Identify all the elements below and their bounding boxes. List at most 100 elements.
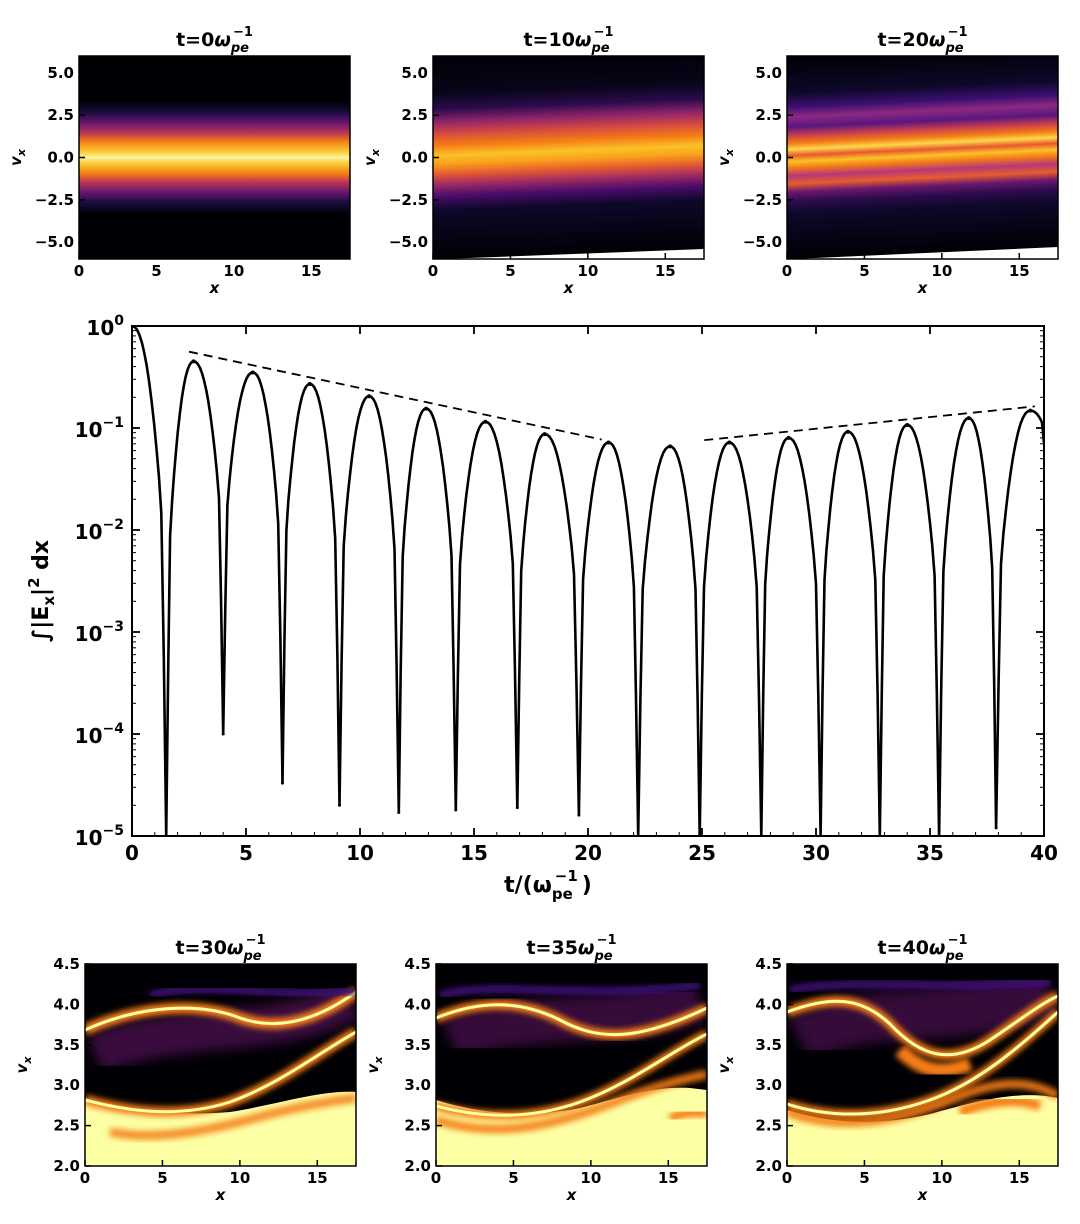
- x-tick-label: 10: [931, 262, 952, 280]
- y-tick-label: 4.5: [53, 955, 80, 973]
- side-blob-bot-35: [668, 1108, 707, 1122]
- energy-y-tick-label: 10−3: [75, 619, 124, 646]
- y-tick-label: 2.0: [755, 1157, 782, 1175]
- energy-min-11: [819, 834, 823, 836]
- x-tick-label: 5: [151, 262, 161, 280]
- energy-x-axis-label: t/(ωpe−1): [504, 867, 592, 903]
- y-tick-label: 4.0: [755, 995, 782, 1013]
- panel-bot-30: [84, 963, 357, 1167]
- panel-title-text: t=10: [523, 29, 574, 51]
- energy-min-6: [515, 806, 519, 810]
- panel-top-20: [786, 55, 1059, 260]
- heatmap-top-10: [433, 56, 704, 259]
- energy-min-2: [280, 781, 284, 785]
- energy-x-tick-label: 40: [1030, 841, 1058, 865]
- energy-peak-3: [307, 382, 312, 387]
- y-tick-label: 2.5: [755, 1117, 782, 1135]
- heatmap-top-0: [79, 56, 350, 259]
- panel-bot-40: [786, 963, 1059, 1167]
- separatrix-bot-30: [85, 1030, 356, 1114]
- panel-title-text: t=20: [877, 29, 928, 51]
- lower-core-bot-40: [787, 1095, 1058, 1166]
- y-tick-label: 2.5: [53, 1117, 80, 1135]
- energy-peak-9: [668, 444, 673, 449]
- x-axis-label: x: [563, 279, 575, 297]
- y-tick-label: 3.5: [404, 1036, 431, 1054]
- y-axis-label: vx: [364, 1056, 385, 1074]
- axes-frame-bot-30: [84, 963, 357, 1167]
- y-tick-label: 5.0: [755, 64, 782, 82]
- y-tick-label: 4.0: [404, 995, 431, 1013]
- y-tick-label: −5.0: [35, 233, 74, 251]
- energy-y-tick-label: 10−1: [75, 415, 124, 442]
- y-tick-label: 3.5: [755, 1036, 782, 1054]
- panel-title-text: t=35: [526, 937, 577, 959]
- axes-frame-energy: [131, 325, 1045, 837]
- y-tick-label: 4.5: [755, 955, 782, 973]
- panel-title-top-10: t=10ωpe−1: [523, 25, 613, 56]
- energy-y-tick-label: 10−2: [75, 517, 124, 544]
- x-tick-label: 10: [577, 262, 598, 280]
- lower-band-bot-40: [787, 1079, 1058, 1128]
- energy-peak-8: [606, 440, 611, 445]
- x-axis-label: x: [209, 279, 221, 297]
- energy-min-0: [164, 834, 168, 836]
- energy-peak-10: [727, 440, 732, 445]
- panel-top-0: [78, 55, 351, 260]
- energy-y-axis-label: ∫|Ex|2 dx: [25, 540, 58, 642]
- energy-min-13: [937, 834, 941, 836]
- panel-energy: [131, 325, 1045, 837]
- energy-x-tick-label: 35: [916, 841, 944, 865]
- y-tick-label: −2.5: [743, 191, 782, 209]
- faint-top-bot-40: [789, 978, 1051, 994]
- panel-bot-35: [435, 963, 708, 1167]
- energy-min-10: [759, 834, 763, 836]
- fit-line-growth: [704, 405, 1035, 442]
- energy-peak-7: [542, 432, 547, 437]
- y-tick-label: 2.0: [53, 1157, 80, 1175]
- energy-min-9: [698, 834, 702, 836]
- x-tick-label: 15: [307, 1169, 328, 1187]
- side-blob-bot-40: [958, 1096, 1042, 1117]
- x-tick-label: 0: [80, 1169, 90, 1187]
- energy-x-tick-label: 0: [125, 841, 139, 865]
- x-tick-label: 15: [1009, 1169, 1030, 1187]
- axes-frame-bot-35: [435, 963, 708, 1167]
- panel-title-bot-30: t=30ωpe−1: [175, 933, 265, 964]
- x-tick-label: 0: [782, 1169, 792, 1187]
- separatrix-bot-40: [787, 1010, 1058, 1116]
- panel-title-text: t=0: [176, 29, 214, 51]
- y-tick-label: −2.5: [35, 191, 74, 209]
- energy-x-tick-label: 10: [346, 841, 374, 865]
- energy-min-5: [454, 808, 458, 812]
- y-tick-label: 4.0: [53, 995, 80, 1013]
- energy-min-7: [577, 813, 581, 817]
- y-tick-label: 3.0: [755, 1076, 782, 1094]
- x-tick-label: 10: [580, 1169, 601, 1187]
- energy-min-12: [878, 834, 882, 836]
- y-tick-label: −2.5: [389, 191, 428, 209]
- y-tick-label: 5.0: [47, 64, 74, 82]
- energy-curve: [132, 326, 1044, 836]
- heatmap-top-20: [787, 56, 1058, 259]
- x-tick-label: 0: [74, 262, 84, 280]
- energy-series-group: [132, 326, 1044, 836]
- energy-min-14: [994, 826, 998, 830]
- y-axis-label: vx: [13, 1056, 34, 1074]
- x-tick-label: 0: [431, 1169, 441, 1187]
- x-tick-label: 5: [505, 262, 515, 280]
- energy-peak-1: [191, 359, 196, 364]
- energy-y-tick-label: 10−4: [75, 721, 125, 748]
- lower-core-bot-35: [436, 1087, 707, 1166]
- purple-haze-bot-40: [787, 966, 1058, 1063]
- y-axis-label: vx: [7, 148, 28, 166]
- y-tick-label: 5.0: [401, 64, 428, 82]
- y-tick-label: 0.0: [47, 149, 74, 167]
- y-axis-label: vx: [715, 148, 736, 166]
- x-tick-label: 5: [157, 1169, 167, 1187]
- energy-min-4: [397, 810, 401, 814]
- x-tick-label: 0: [782, 262, 792, 280]
- x-axis-label: x: [215, 1186, 227, 1204]
- x-axis-label: x: [566, 1186, 578, 1204]
- y-tick-label: 0.0: [401, 149, 428, 167]
